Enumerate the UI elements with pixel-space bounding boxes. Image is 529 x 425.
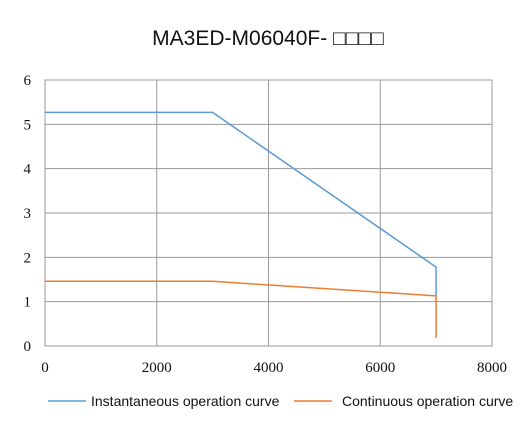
x-tick-label: 4000	[254, 360, 284, 376]
y-tick-label: 1	[24, 295, 32, 311]
y-tick-label: 6	[24, 73, 32, 89]
series-line-2	[45, 280, 437, 338]
legend-label-2: Continuous operation curve	[342, 393, 513, 409]
series-line-1	[45, 111, 437, 296]
series-group	[45, 111, 437, 338]
y-tick-label: 0	[24, 339, 32, 355]
y-tick-label: 2	[24, 250, 32, 266]
legend-label-1: Instantaneous operation curve	[91, 393, 280, 409]
x-tick-label: 0	[41, 360, 49, 376]
grid	[44, 79, 493, 347]
legend: Instantaneous operation curve Continuous …	[48, 393, 513, 409]
x-tick-label: 8000	[477, 360, 507, 376]
x-tick-label: 2000	[142, 360, 172, 376]
y-tick-label: 4	[24, 162, 32, 178]
y-tick-label: 5	[24, 117, 32, 133]
axes: 0 1 2 3 4 5 6 0 2000 4000 6000 8000	[24, 73, 508, 376]
y-tick-label: 3	[24, 206, 32, 222]
chart-title: MA3ED-M06040F- □□□□	[152, 27, 384, 50]
x-tick-label: 6000	[365, 360, 395, 376]
